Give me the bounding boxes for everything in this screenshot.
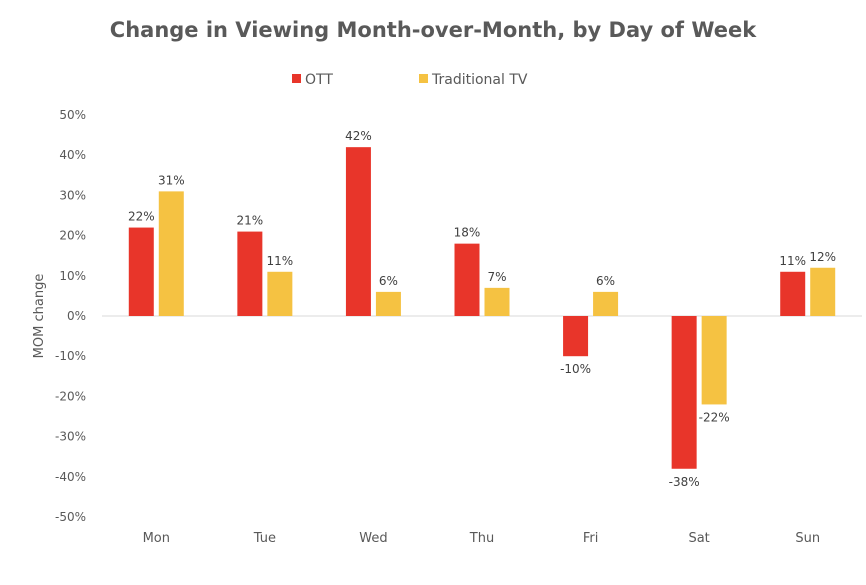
bar-traditional-tv [701,316,727,405]
data-label: 31% [158,173,185,187]
bar-ott [237,231,263,316]
chart-title: Change in Viewing Month-over-Month, by D… [109,18,757,42]
y-tick-label: -40% [55,470,86,484]
bar-ott [454,243,480,316]
data-label: 11% [267,254,294,268]
data-label: -10% [560,362,591,376]
bar-traditional-tv [484,287,510,316]
data-label: -38% [669,475,700,489]
x-tick-label: Thu [469,531,494,546]
bar-ott [128,227,154,316]
data-label: 18% [454,226,481,240]
data-label: 42% [345,129,372,143]
y-tick-label: -10% [55,349,86,363]
legend-swatch [292,74,301,83]
x-tick-label: Sat [688,531,709,546]
bar-ott [780,271,806,316]
x-tick-label: Wed [359,531,387,546]
data-label: 6% [379,274,398,288]
data-label: 21% [237,214,264,228]
bar-traditional-tv [375,291,401,316]
x-tick-label: Fri [583,531,599,546]
legend-label: Traditional TV [431,72,528,88]
bar-ott [563,316,589,357]
y-tick-label: 10% [59,269,86,283]
bar-traditional-tv [810,267,836,316]
x-tick-label: Sun [795,531,820,546]
y-tick-label: -20% [55,389,86,403]
y-axis-label: MOM change [32,274,47,359]
bar-ott [345,147,371,316]
x-tick-label: Tue [253,531,276,546]
y-tick-label: 50% [59,108,86,122]
data-label: 12% [809,250,836,264]
data-label: 7% [487,270,506,284]
data-label: 11% [779,254,806,268]
bar-traditional-tv [158,191,184,316]
bar-ott [671,316,697,469]
y-tick-label: 0% [67,309,86,323]
bar-traditional-tv [593,291,619,316]
legend-swatch [419,74,428,83]
legend-label: OTT [305,72,333,88]
data-label: 6% [596,274,615,288]
y-tick-label: -50% [55,510,86,524]
y-tick-label: 40% [59,148,86,162]
y-tick-label: -30% [55,430,86,444]
data-label: -22% [699,410,730,424]
y-tick-label: 20% [59,229,86,243]
x-tick-label: Mon [143,531,170,546]
y-tick-label: 30% [59,188,86,202]
bar-traditional-tv [267,271,293,316]
data-label: 22% [128,210,155,224]
